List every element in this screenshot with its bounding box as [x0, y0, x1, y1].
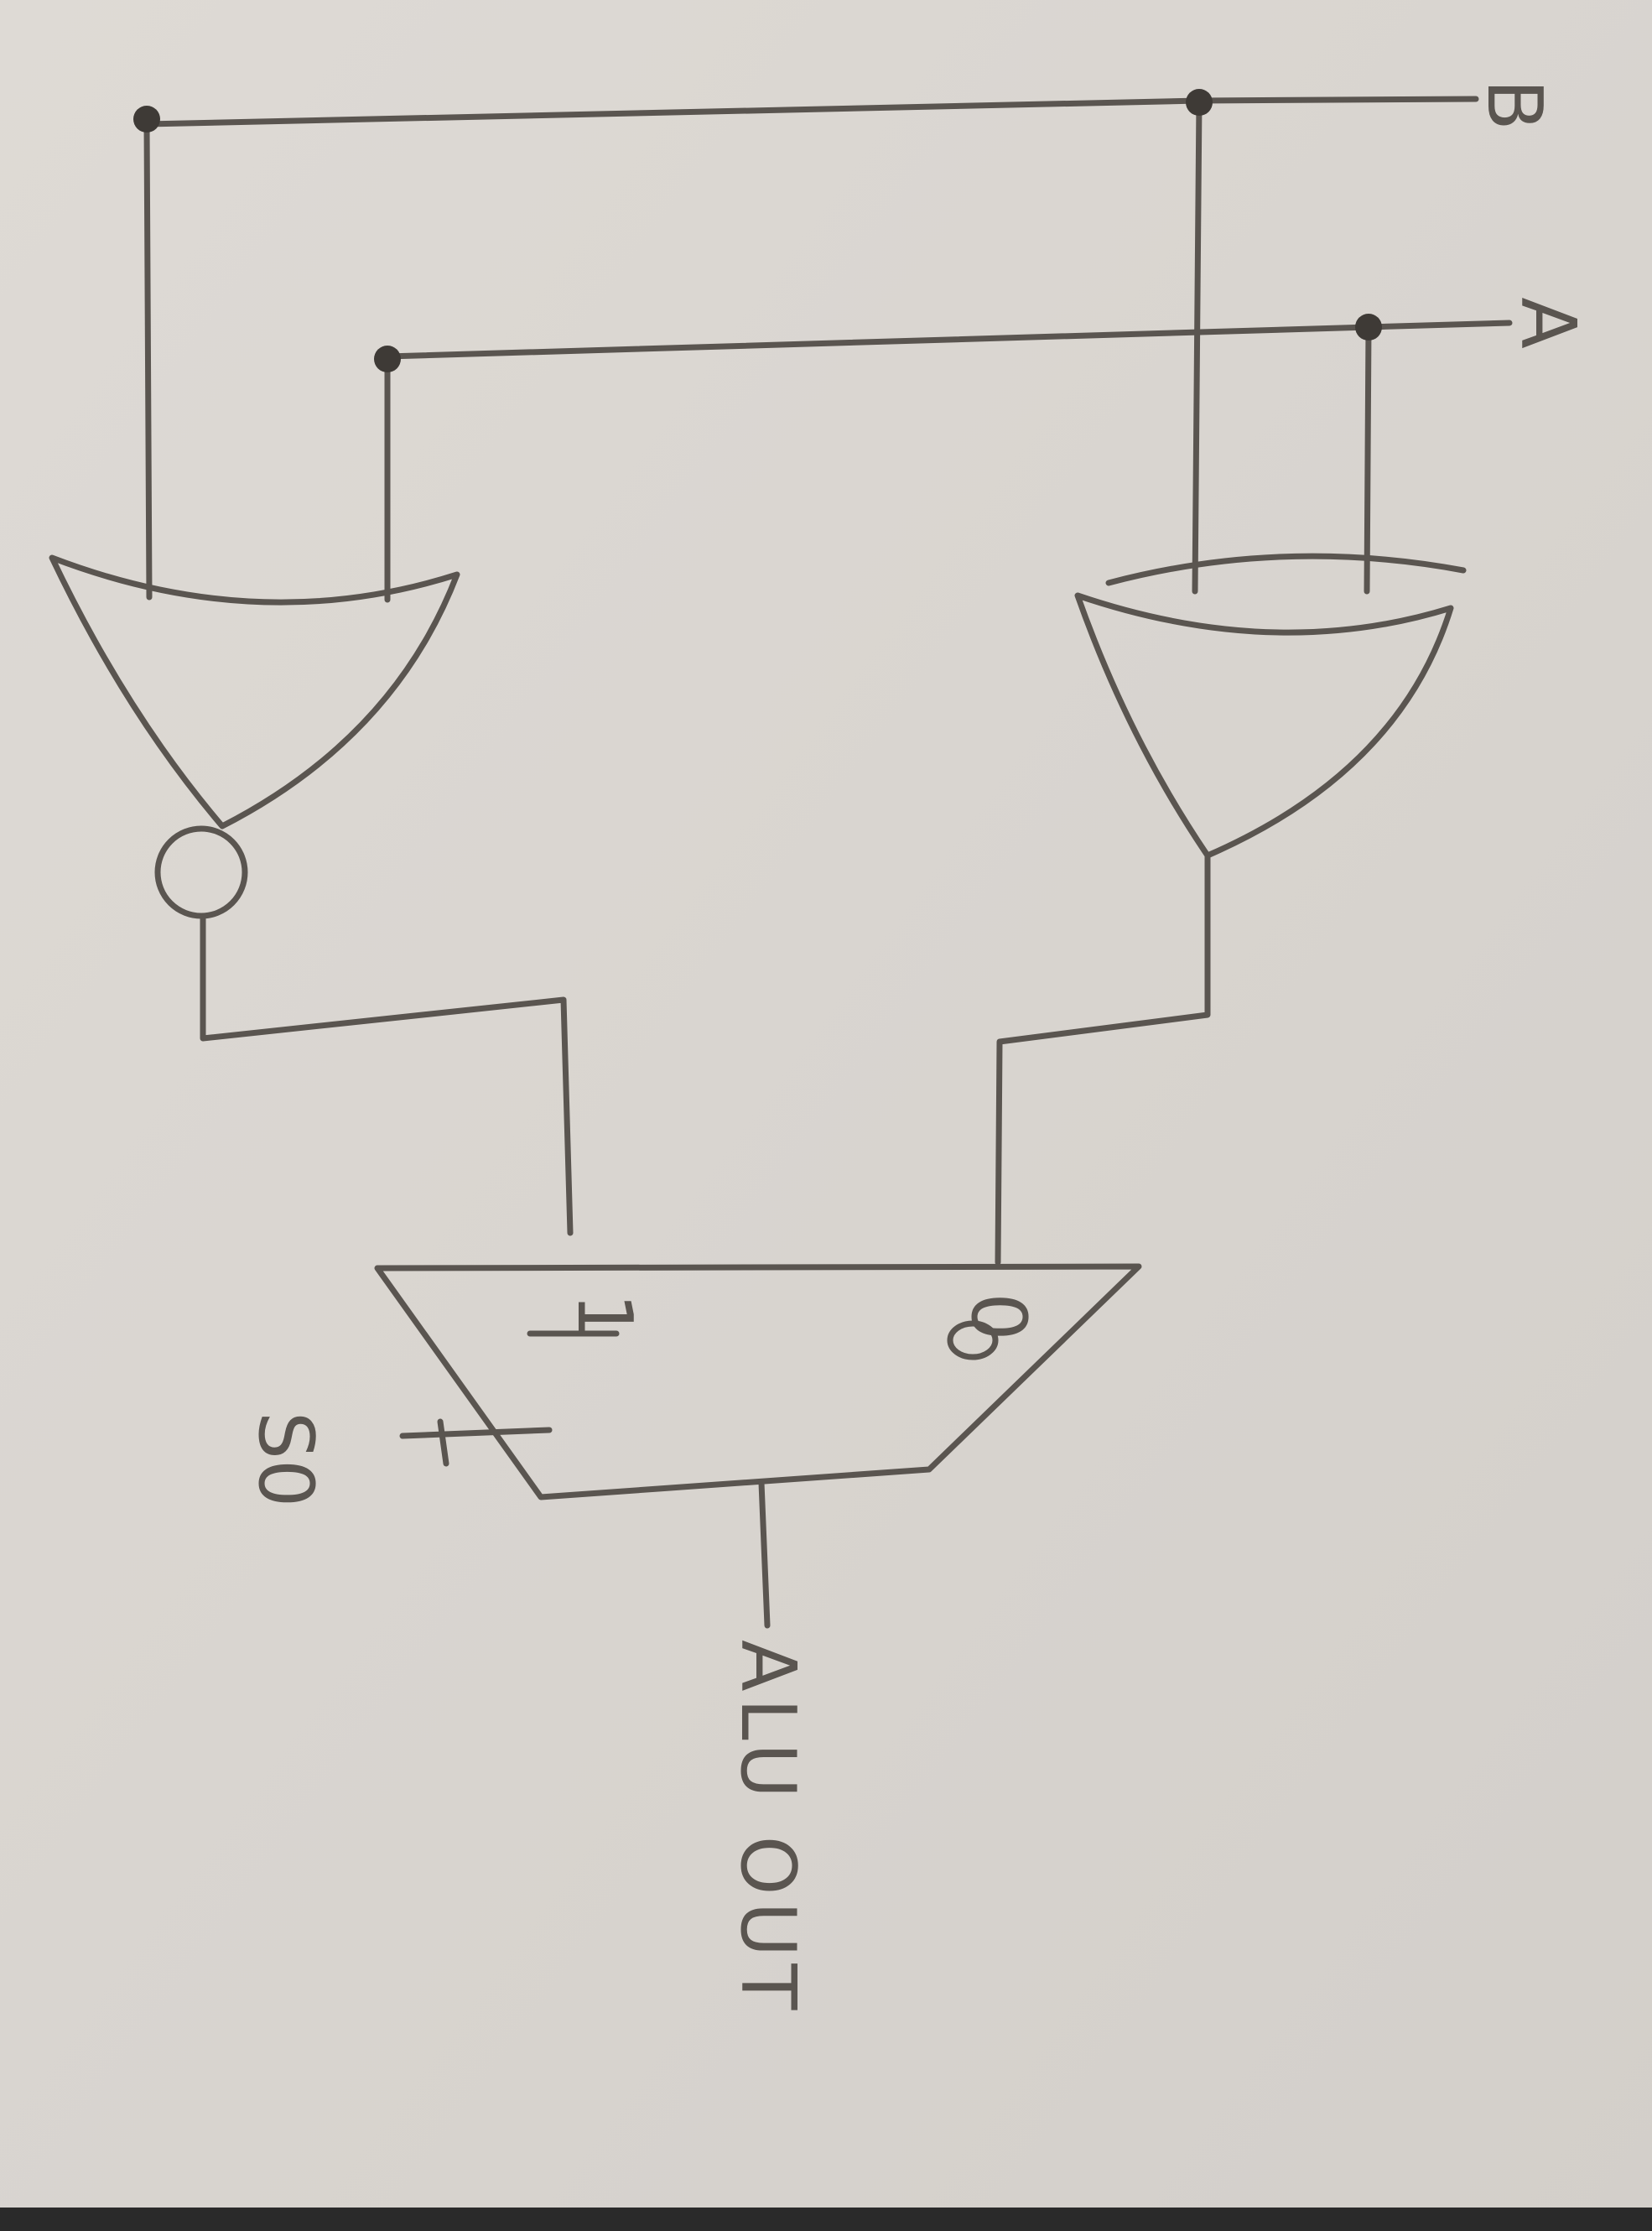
- label-alu-out: ALU OUT: [724, 1640, 812, 2016]
- label-b: B: [1470, 79, 1558, 131]
- junction-dot-a-right: [1355, 314, 1382, 341]
- wire-a-to-xor: [1364, 324, 1372, 595]
- xor-gate-extra-curve: [1105, 553, 1467, 586]
- junction-dot-b-left: [133, 106, 160, 133]
- wire-mux-output: [758, 1480, 771, 1629]
- label-mux-input-1: 1: [560, 1292, 648, 1340]
- mux-select-tick: [437, 1418, 449, 1467]
- wire-b-to-xor: [1192, 97, 1203, 595]
- wire-xor-to-mux: [995, 852, 1211, 1266]
- mux-input-0-mark: [947, 1320, 999, 1360]
- junction-dot-a-left: [374, 346, 401, 372]
- label-s0: S0: [242, 1412, 330, 1507]
- mux-body: [374, 1263, 1142, 1500]
- junction-dot-b-right: [1186, 89, 1213, 116]
- wire-nor-to-mux: [200, 913, 574, 1236]
- label-mux-input-0: 0: [954, 1292, 1042, 1340]
- nor-gate-body: [49, 554, 460, 829]
- table-edge: [0, 2208, 1652, 2231]
- mux-select-line: [399, 1427, 553, 1439]
- wire-b-to-nor: [143, 121, 153, 601]
- label-a: A: [1504, 297, 1592, 349]
- xor-gate-body: [1074, 592, 1454, 859]
